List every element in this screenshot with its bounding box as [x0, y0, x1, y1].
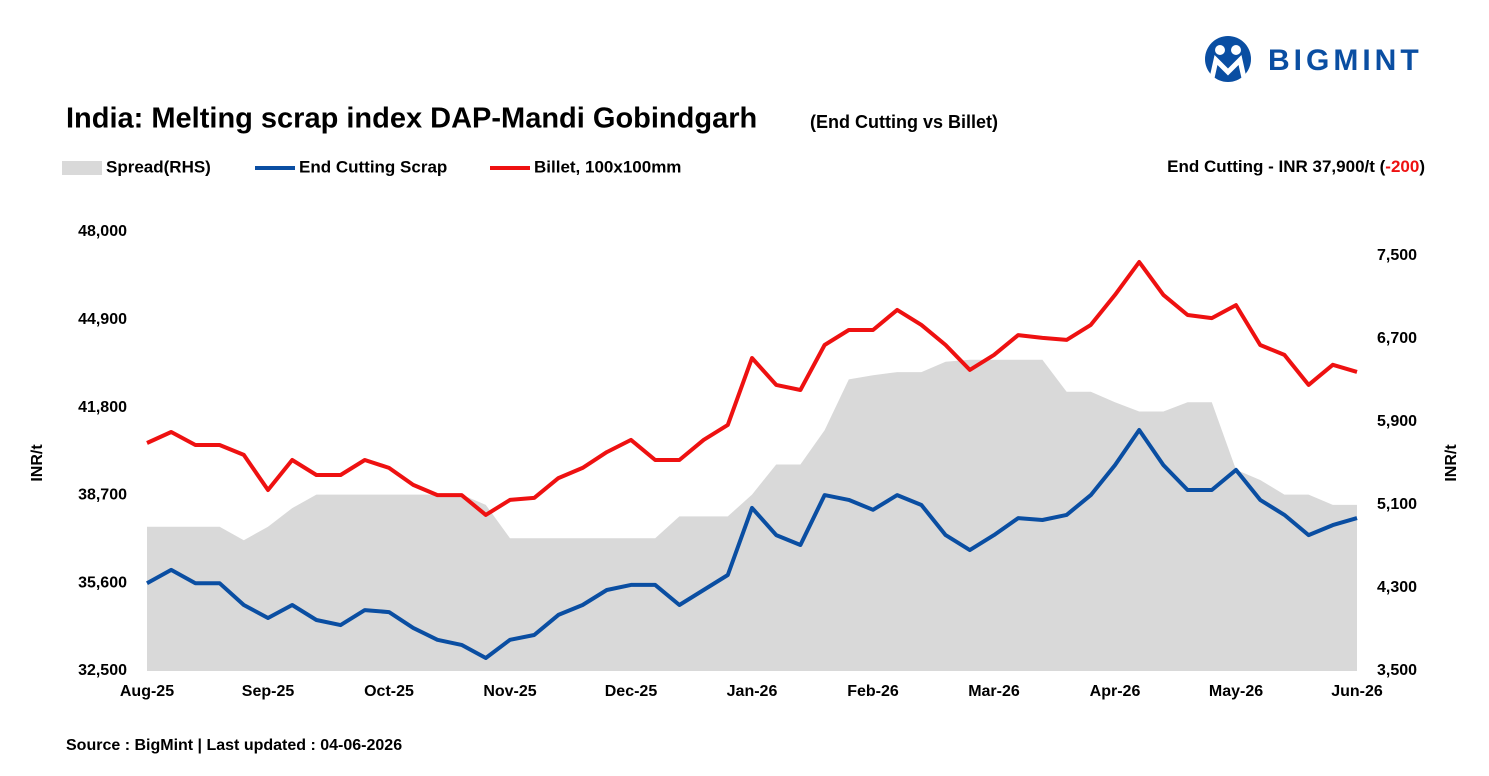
logo: BIGMINT: [1205, 36, 1423, 82]
source: Source : BigMint | Last updated : 04-06-…: [66, 737, 402, 754]
chart-title: India: Melting scrap index DAP-Mandi Gob…: [66, 103, 757, 135]
legend-label: Spread(RHS): [106, 157, 211, 176]
x-tick-label: Aug-25: [120, 683, 174, 700]
series-line: [146, 428, 1358, 660]
x-tick-label: Dec-25: [605, 683, 658, 700]
y-tick-label: 48,000: [78, 223, 127, 240]
y2-axis-label: INR/t: [1443, 444, 1460, 482]
logo-dot: [1215, 45, 1225, 55]
y2-tick-label: 5,100: [1377, 496, 1417, 513]
series-line: [146, 260, 1358, 517]
chart-subtitle: (End Cutting vs Billet): [810, 112, 998, 132]
y-axis-label: INR/t: [29, 444, 46, 482]
x-tick-label: May-26: [1209, 683, 1263, 700]
legend-label: Billet, 100x100mm: [534, 157, 681, 176]
annotation-close: ): [1419, 157, 1425, 176]
x-tick-label: Nov-25: [483, 683, 536, 700]
x-tick-label: Feb-26: [847, 683, 899, 700]
x-tick-label: Apr-26: [1090, 683, 1141, 700]
annotation-change: -200: [1385, 157, 1419, 176]
y-tick-label: 35,600: [78, 574, 127, 591]
y-tick-label: 41,800: [78, 399, 127, 416]
y-tick-label: 38,700: [78, 487, 127, 504]
y2-tick-label: 7,500: [1377, 247, 1417, 264]
y2-tick-label: 5,900: [1377, 413, 1417, 430]
y2-tick-label: 4,300: [1377, 579, 1417, 596]
x-tick-label: Jan-26: [727, 683, 778, 700]
x-tick-label: Mar-26: [968, 683, 1020, 700]
legend-label: End Cutting Scrap: [299, 157, 447, 176]
spread-area: [147, 359, 1357, 671]
x-tick-label: Jun-26: [1331, 683, 1383, 700]
logo-mark: [1209, 55, 1247, 79]
x-tick-label: Sep-25: [242, 683, 295, 700]
y-tick-label: 44,900: [78, 311, 127, 328]
y2-tick-label: 6,700: [1377, 330, 1417, 347]
logo-dot: [1231, 45, 1241, 55]
annotation-text: End Cutting - INR 37,900/t (: [1167, 157, 1386, 176]
y-tick-label: 32,500: [78, 662, 127, 679]
legend-swatch: [62, 161, 102, 175]
annotation: End Cutting - INR 37,900/t (-200): [1167, 157, 1425, 176]
y2-tick-label: 3,500: [1377, 662, 1417, 679]
logo-text: BIGMINT: [1268, 44, 1423, 77]
x-tick-label: Oct-25: [364, 683, 414, 700]
